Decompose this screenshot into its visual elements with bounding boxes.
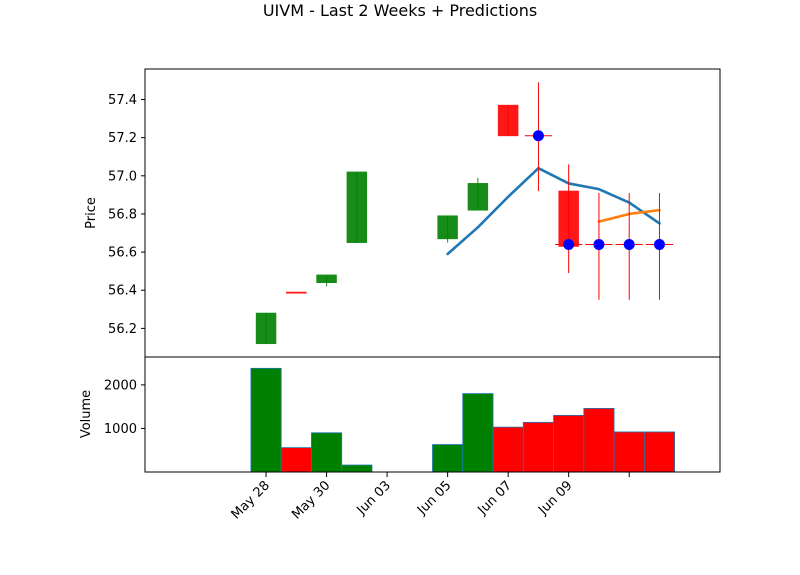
x-axis: May 28 May 30 Jun 03 Jun 05 Jun 07 Jun 09 bbox=[229, 472, 630, 522]
volume-bar bbox=[553, 414, 585, 473]
price-ytick-label: 57.0 bbox=[108, 169, 137, 184]
volume-bar bbox=[522, 421, 554, 473]
price-ytick-label: 56.2 bbox=[108, 322, 137, 337]
volume-ytick-label: 1000 bbox=[104, 422, 137, 437]
candle-body bbox=[255, 312, 277, 345]
candle-body bbox=[346, 171, 368, 243]
volume-bar bbox=[643, 431, 676, 473]
x-tick-label: Jun 03 bbox=[354, 478, 394, 518]
volume-bar bbox=[492, 426, 524, 473]
x-tick-label: Jun 07 bbox=[475, 478, 515, 518]
volume-bar bbox=[583, 408, 615, 473]
prediction-line-blue bbox=[446, 166, 661, 256]
candle-body bbox=[497, 104, 519, 137]
price-ytick-label: 57.2 bbox=[108, 131, 137, 146]
volume-bar bbox=[613, 431, 645, 473]
volume-bar bbox=[341, 464, 373, 473]
chart-title: UIVM - Last 2 Weeks + Predictions bbox=[263, 1, 537, 20]
price-ytick-label: 56.6 bbox=[108, 246, 137, 261]
candle-body bbox=[316, 274, 337, 284]
volume-ytick-label: 2000 bbox=[104, 378, 137, 393]
prediction-marker bbox=[653, 238, 665, 250]
volume-bar bbox=[280, 447, 312, 473]
price-plot-area bbox=[145, 69, 720, 357]
price-ytick-label: 56.4 bbox=[108, 284, 137, 299]
volume-bar bbox=[311, 432, 343, 473]
price-ytick-label: 57.4 bbox=[108, 93, 137, 108]
volume-bar bbox=[250, 367, 282, 473]
prediction-marker bbox=[623, 238, 635, 250]
candle-body bbox=[437, 215, 458, 240]
volume-panel: 1000 2000 Volume bbox=[79, 356, 721, 473]
price-panel: 56.2 56.4 56.6 56.8 57.0 57.2 57.4 Price bbox=[84, 68, 721, 358]
price-ytick-label: 56.8 bbox=[108, 207, 137, 222]
prediction-marker bbox=[532, 130, 544, 142]
prediction-marker bbox=[593, 238, 605, 250]
x-tick-label: Jun 09 bbox=[535, 478, 575, 518]
volume-axes-frame bbox=[144, 356, 721, 473]
volume-bar bbox=[462, 393, 494, 473]
x-tick-label: Jun 05 bbox=[414, 478, 454, 518]
x-tick-label: May 30 bbox=[289, 478, 333, 522]
price-ylabel: Price bbox=[84, 197, 99, 229]
prediction-marker bbox=[563, 238, 575, 250]
volume-ylabel: Volume bbox=[79, 390, 94, 438]
volume-bar bbox=[432, 444, 464, 473]
candle-body bbox=[467, 183, 489, 211]
x-tick-label: May 28 bbox=[229, 478, 273, 522]
candle-body bbox=[286, 291, 307, 294]
